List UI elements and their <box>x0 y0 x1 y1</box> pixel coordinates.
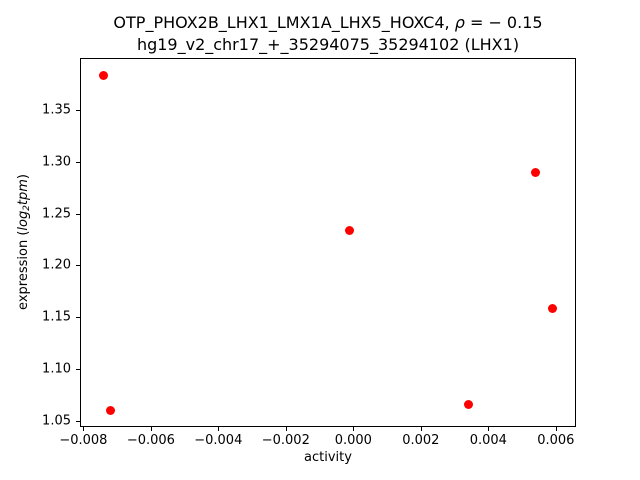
y-tick-label: 1.15 <box>42 309 71 325</box>
x-tick-label: 0.002 <box>402 433 440 448</box>
ylabel-tpm: tpm <box>15 179 31 206</box>
x-tick-mark <box>353 427 355 431</box>
data-point <box>345 225 355 235</box>
rho-symbol: ρ <box>454 13 465 32</box>
x-tick-label: 0.004 <box>469 433 507 448</box>
data-point <box>463 399 473 409</box>
y-tick-mark <box>76 420 80 422</box>
title-gene-set: OTP_PHOX2B_LHX1_LMX1A_LHX5_HOXC4, <box>113 13 455 32</box>
data-point <box>99 71 109 81</box>
y-tick-mark <box>76 161 80 163</box>
x-axis-label: activity <box>304 450 352 465</box>
chart-title-line2: hg19_v2_chr17_+_35294075_35294102 (LHX1) <box>136 35 520 54</box>
y-tick-label: 1.35 <box>42 102 71 118</box>
y-tick-label: 1.10 <box>42 361 71 377</box>
x-tick-label: −0.002 <box>261 433 310 448</box>
ylabel-log: log <box>15 210 31 231</box>
plot-area <box>80 58 576 427</box>
x-tick-mark <box>218 427 220 431</box>
data-point <box>531 167 540 177</box>
chart-title-line1: OTP_PHOX2B_LHX1_LMX1A_LHX5_HOXC4, ρ = − … <box>80 12 576 34</box>
ylabel-log-base: 2 <box>22 205 33 211</box>
x-tick-mark <box>420 427 422 431</box>
data-point <box>547 304 557 314</box>
x-tick-label: 0.006 <box>537 433 575 448</box>
y-axis-label: expression (log2tpm) <box>16 174 32 310</box>
y-tick-label: 1.30 <box>42 154 71 170</box>
x-tick-mark <box>555 427 557 431</box>
y-tick-mark <box>76 109 80 111</box>
y-tick-mark <box>76 265 80 267</box>
y-tick-mark <box>76 213 80 215</box>
y-tick-mark <box>76 369 80 370</box>
x-tick-label: 0.000 <box>334 433 372 448</box>
ylabel-math: log2tpm <box>15 179 33 231</box>
y-tick-mark <box>76 317 80 319</box>
data-point <box>105 405 115 415</box>
x-tick-mark <box>83 427 85 431</box>
y-tick-label: 1.20 <box>42 257 71 273</box>
x-tick-label: −0.008 <box>59 433 108 448</box>
x-tick-mark <box>150 427 152 431</box>
ylabel-suffix: ) <box>15 174 31 180</box>
ylabel-prefix: expression ( <box>15 230 31 310</box>
title-rho-value: = − 0.15 <box>464 13 543 32</box>
x-tick-mark <box>285 427 287 431</box>
y-tick-label: 1.05 <box>42 413 71 429</box>
chart-title: OTP_PHOX2B_LHX1_LMX1A_LHX5_HOXC4, ρ = − … <box>80 12 576 56</box>
x-tick-label: −0.004 <box>194 433 243 448</box>
x-tick-label: −0.006 <box>126 433 175 448</box>
y-tick-label: 1.25 <box>42 206 71 221</box>
x-tick-mark <box>488 427 490 431</box>
